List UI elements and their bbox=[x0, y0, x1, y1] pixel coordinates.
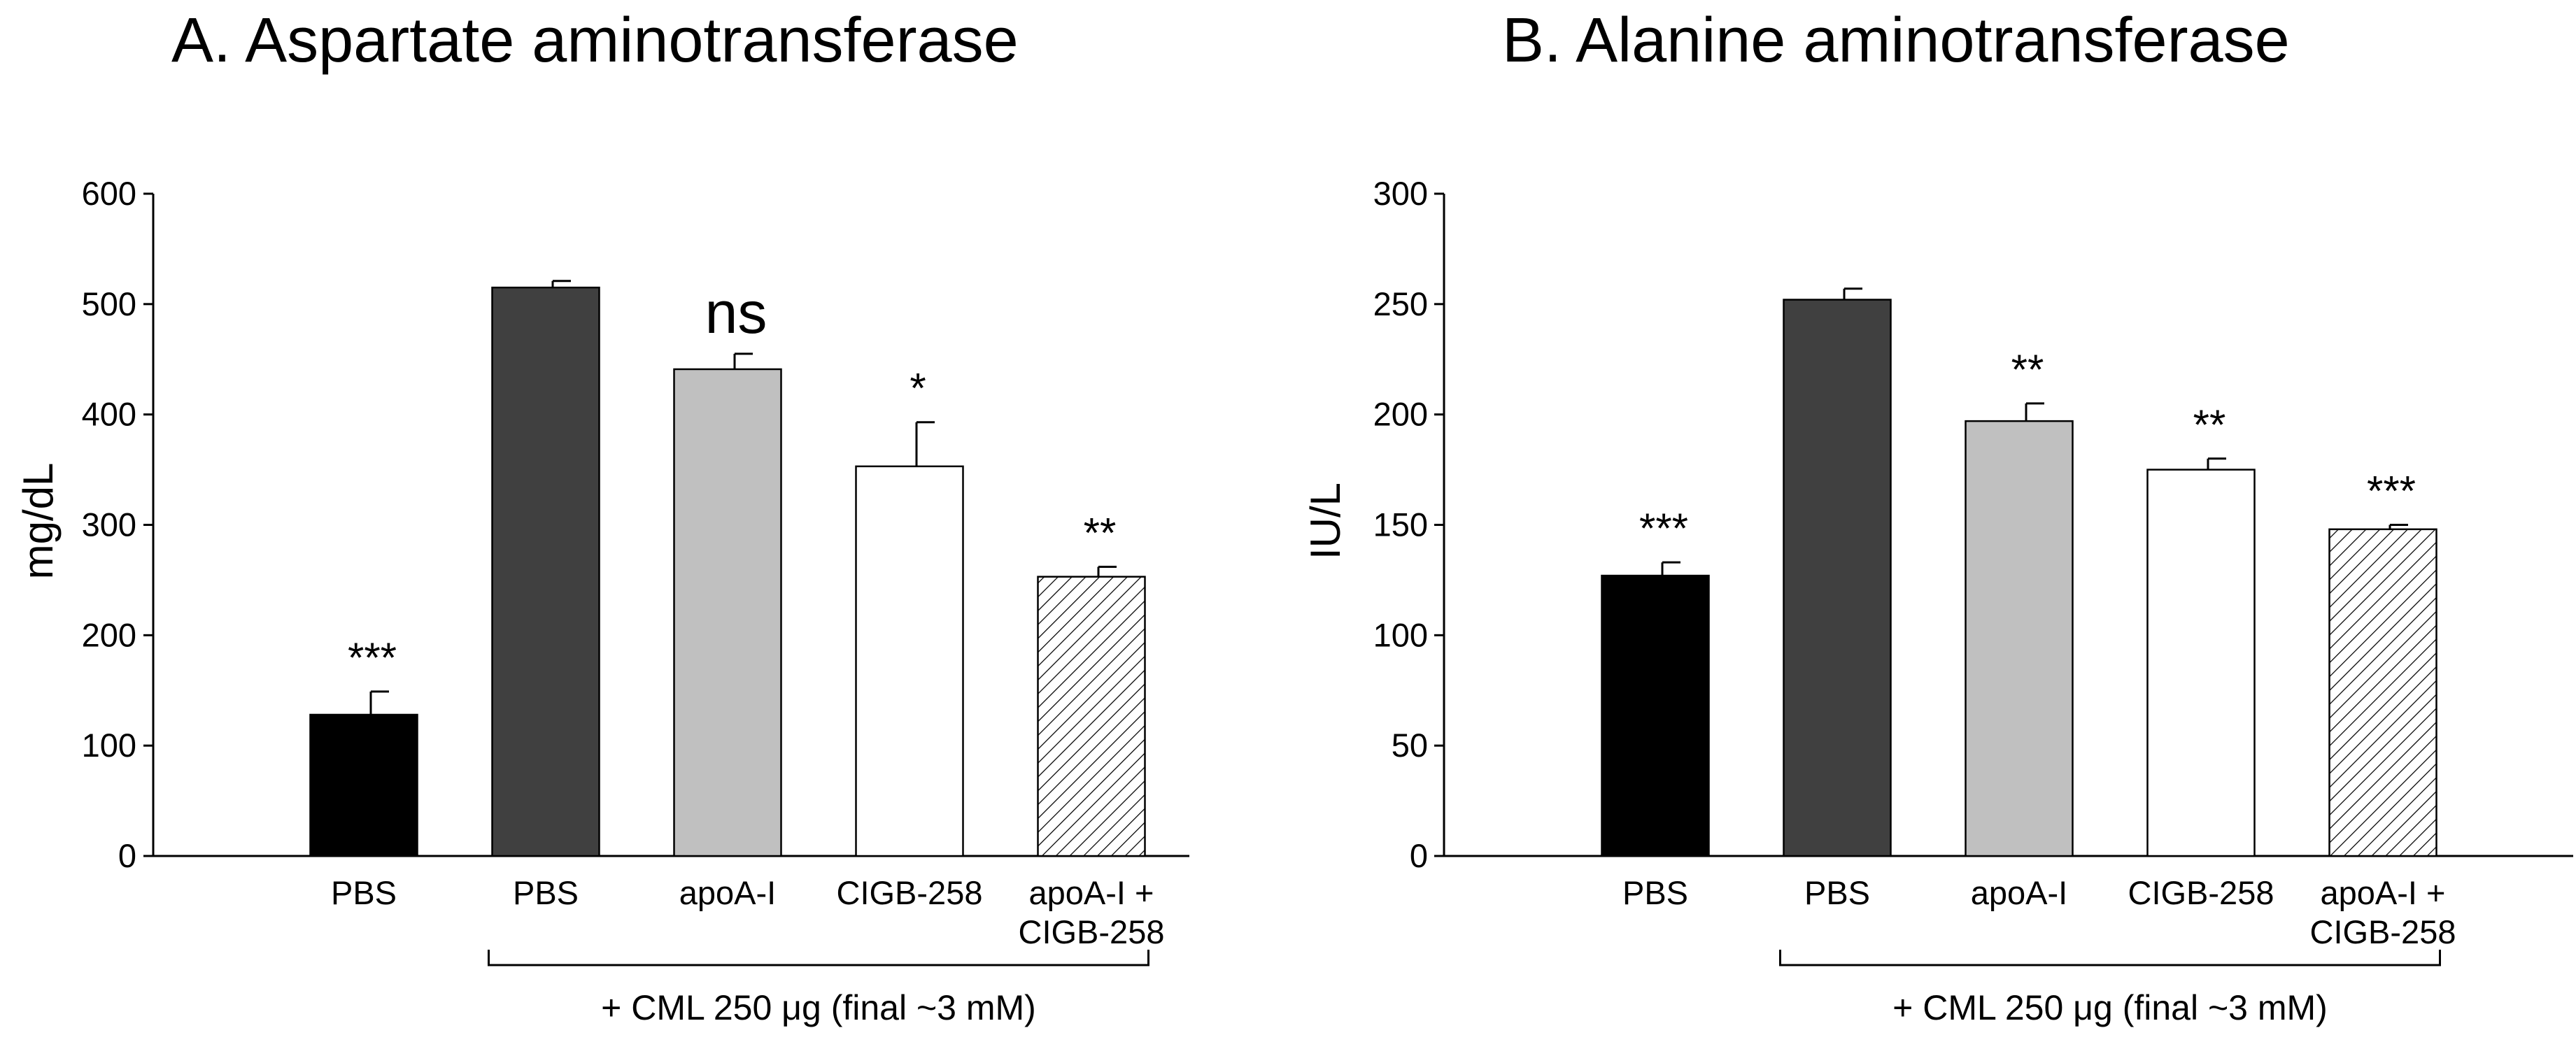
panel-b-bar-3 bbox=[1965, 420, 2074, 857]
panel-b-y-tick-label: 0 bbox=[1410, 837, 1428, 874]
panel-a-y-tick-label: 400 bbox=[82, 396, 136, 433]
panel-a: A. Aspartate aminotransferase mg/dL 0 100… bbox=[15, 6, 1189, 1027]
panel-b-bracket-line bbox=[1779, 950, 2441, 966]
panel-b: B. Alanine aminotransferase IU/L 0 50 100 1… bbox=[1302, 6, 2573, 1027]
panel-a-y-ticks: 0 100 200 300 400 500 600 bbox=[82, 175, 153, 874]
panel-a-y-tick-label: 0 bbox=[118, 837, 136, 874]
panel-a-error-bars bbox=[369, 280, 1117, 715]
panel-b-y-tick-label: 300 bbox=[1373, 175, 1428, 212]
panel-b-y-ticks: 0 50 100 150 200 250 300 bbox=[1373, 175, 1444, 874]
panel-a-y-tick-label: 500 bbox=[82, 285, 136, 322]
panel-b-annotation-5: *** bbox=[2367, 468, 2416, 515]
panel-a-category-label-3: apoA-I bbox=[679, 874, 776, 911]
panel-a-y-tick-label: 600 bbox=[82, 175, 136, 212]
panel-b-y-tick-label: 200 bbox=[1373, 396, 1428, 433]
panel-a-category-labels: PBS PBS apoA-I CIGB-258 apoA-I + CIGB-258 bbox=[331, 874, 1165, 950]
panel-b-bar-2 bbox=[1783, 299, 1892, 857]
panel-b-bar-5 bbox=[2328, 528, 2437, 857]
panel-a-axes bbox=[152, 194, 1189, 857]
panel-a-y-tick-label: 100 bbox=[82, 727, 136, 764]
panel-a-category-label-5: apoA-I + CIGB-258 bbox=[1019, 874, 1165, 950]
panel-b-annotation-4: ** bbox=[2193, 401, 2226, 448]
panel-a-bar-1 bbox=[309, 713, 418, 857]
panel-b-annotation-1: *** bbox=[1639, 505, 1688, 552]
panel-a-bar-3 bbox=[673, 368, 782, 857]
panel-b-y-tick-label: 50 bbox=[1392, 727, 1428, 764]
panel-b-category-label-3: apoA-I bbox=[1971, 874, 2067, 911]
panel-a-bracket-label: + CML 250 μg (final ~3 mM) bbox=[601, 988, 1036, 1027]
panel-a-annotation-4: * bbox=[910, 365, 926, 412]
panel-a-y-axis-label: mg/dL bbox=[15, 463, 62, 580]
panel-b-category-labels: PBS PBS apoA-I CIGB-258 apoA-I + CIGB-258 bbox=[1622, 874, 2456, 950]
panel-b-y-tick-label: 100 bbox=[1373, 616, 1428, 653]
panel-a-title: A. Aspartate aminotransferase bbox=[171, 6, 1019, 76]
panel-a-y-tick-label: 300 bbox=[82, 506, 136, 543]
panel-b-title: B. Alanine aminotransferase bbox=[1502, 6, 2290, 76]
panel-b-category-label-1: PBS bbox=[1622, 874, 1688, 911]
panel-a-category-label-2: PBS bbox=[513, 874, 579, 911]
panel-a-annotation-5: ** bbox=[1084, 509, 1117, 556]
panel-b-annotation-3: ** bbox=[2011, 346, 2044, 393]
panel-b-category-label-2: PBS bbox=[1804, 874, 1870, 911]
panel-a-category-label-4: CIGB-258 bbox=[837, 874, 983, 911]
panel-a-annotations: ***ns*** bbox=[348, 280, 1116, 681]
panel-a-bars bbox=[309, 286, 1146, 857]
panel-b-category-label-5: apoA-I + CIGB-258 bbox=[2310, 874, 2456, 950]
panel-b-error-bars bbox=[1661, 287, 2408, 576]
panel-b-y-tick-label: 250 bbox=[1373, 285, 1428, 322]
panel-a-annotation-3: ns bbox=[705, 280, 767, 345]
panel-b-bracket-label: + CML 250 μg (final ~3 mM) bbox=[1892, 988, 2328, 1027]
panel-a-annotation-1: *** bbox=[348, 634, 397, 681]
panel-a-bar-4 bbox=[855, 465, 964, 857]
panel-a-bracket: + CML 250 μg (final ~3 mM) bbox=[488, 950, 1149, 1027]
panel-a-bracket-line bbox=[488, 950, 1149, 966]
panel-a-bar-5 bbox=[1037, 576, 1146, 857]
panel-a-y-tick-label: 200 bbox=[82, 616, 136, 653]
panel-b-category-label-4: CIGB-258 bbox=[2128, 874, 2274, 911]
panel-b-bar-4 bbox=[2146, 469, 2256, 857]
panel-a-bar-2 bbox=[491, 286, 600, 857]
panel-b-bracket: + CML 250 μg (final ~3 mM) bbox=[1779, 950, 2441, 1027]
panel-b-annotations: ********** bbox=[1639, 346, 2416, 552]
panel-b-bars bbox=[1601, 299, 2437, 857]
panel-a-category-label-1: PBS bbox=[331, 874, 397, 911]
panel-b-y-axis-label: IU/L bbox=[1302, 483, 1349, 559]
panel-b-y-tick-label: 150 bbox=[1373, 506, 1428, 543]
panel-b-bar-1 bbox=[1601, 574, 1710, 857]
